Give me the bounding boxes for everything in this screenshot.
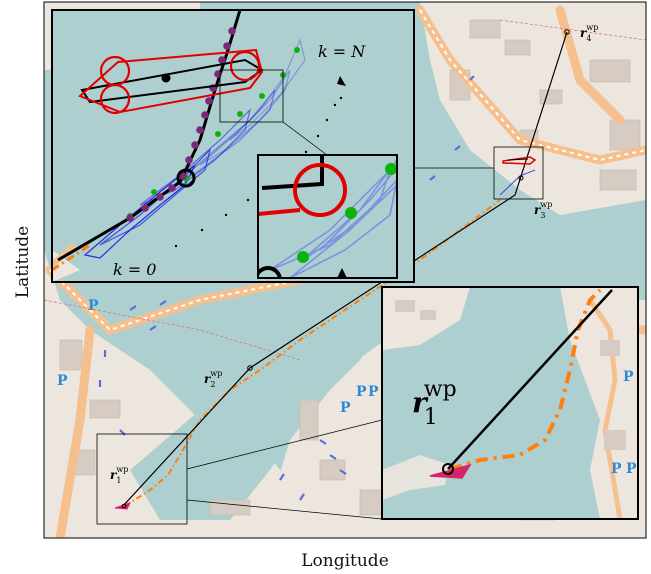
connector-inset2-b xyxy=(186,499,383,520)
inset3-heading-arrow xyxy=(337,268,347,278)
inset1-zoom-frame xyxy=(219,69,284,123)
svg-text:P: P xyxy=(356,384,367,400)
vessel-main-wp1 xyxy=(114,502,131,510)
vessel-main-wp3 xyxy=(499,156,537,196)
inset2-border xyxy=(381,286,639,520)
inset2-wp1-label: r1wp xyxy=(412,377,457,430)
inset1-connector xyxy=(282,121,328,156)
inset3-safety-circle xyxy=(293,163,347,217)
svg-text:P: P xyxy=(340,400,351,416)
svg-text:P: P xyxy=(88,298,99,314)
zoom-frame-wp3 xyxy=(493,146,544,200)
inset1-traveled-path xyxy=(52,243,91,272)
inset1-vessel-position xyxy=(176,168,196,188)
inset2-vessel-hull xyxy=(429,463,472,479)
zoom-frame-wp1 xyxy=(96,433,188,525)
inset3-water xyxy=(258,155,397,278)
wp3-label: r3wp xyxy=(534,200,552,220)
wp1-label: r1wp xyxy=(110,465,128,485)
inset3-hull-edge xyxy=(258,208,301,216)
inset2-road xyxy=(587,298,623,519)
horizon-end-label: k = N xyxy=(318,42,366,61)
inset2-land-southwest xyxy=(382,455,450,500)
y-axis-label: Latitude xyxy=(13,226,33,298)
inset3-green-points xyxy=(297,163,397,263)
one-way-arrows xyxy=(98,75,475,501)
wp4-label: r4wp xyxy=(580,23,598,43)
inset3-border xyxy=(257,154,398,279)
inset1-border xyxy=(51,9,415,283)
svg-text:P: P xyxy=(57,373,68,389)
water-channel xyxy=(130,200,646,520)
traveled-path xyxy=(124,199,501,507)
waypoint-4-marker xyxy=(564,29,570,35)
inset1-road xyxy=(52,242,77,268)
x-axis-label: Longitude xyxy=(301,551,389,571)
svg-text:P: P xyxy=(368,384,379,400)
inset2-parking-symbols: PP P xyxy=(611,369,637,477)
boundary-lines xyxy=(44,19,646,361)
svg-text:P: P xyxy=(626,461,637,477)
wp2-label: r2wp xyxy=(204,369,222,389)
svg-text:P: P xyxy=(611,461,622,477)
inset1-obstacle-heading-arrow xyxy=(337,76,346,86)
horizon-start-label: k = 0 xyxy=(113,260,156,279)
map-border xyxy=(43,1,647,539)
inset2-planned-path xyxy=(447,289,613,470)
inset-nested-zoom xyxy=(257,154,398,279)
inset1-obstacle-vessel xyxy=(78,48,264,115)
inset-wp1: PP P r1wp xyxy=(381,286,639,520)
inset2-vessel-position xyxy=(442,463,454,475)
waypoint-2-marker xyxy=(247,365,253,371)
svg-text:P: P xyxy=(623,369,634,385)
connector-inset2-a xyxy=(186,419,383,470)
inset2-buildings xyxy=(395,300,626,450)
inset3-vessel-position xyxy=(258,266,282,278)
road-centerlines xyxy=(49,9,646,332)
